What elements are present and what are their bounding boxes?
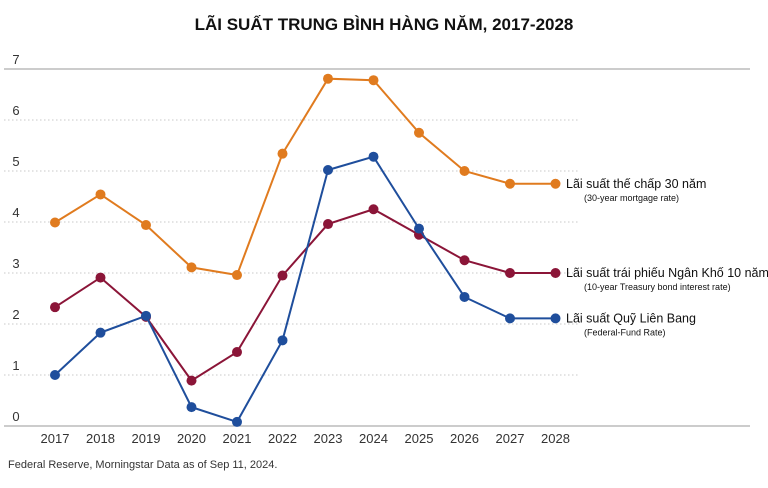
data-point xyxy=(459,166,470,176)
data-point xyxy=(414,223,424,234)
series-sublabel: (10-year Treasury bond interest rate) xyxy=(584,282,731,292)
data-point xyxy=(323,219,333,230)
data-point xyxy=(550,313,561,324)
data-point xyxy=(50,217,60,228)
series-label: Lãi suất Quỹ Liên Bang xyxy=(566,311,696,325)
data-point xyxy=(232,416,242,427)
data-point xyxy=(368,204,379,215)
x-tick-label: 2022 xyxy=(268,431,297,446)
data-point xyxy=(550,268,561,278)
y-tick-label: 2 xyxy=(12,307,19,322)
x-tick-label: 2026 xyxy=(450,431,479,446)
series-sublabel: (30-year mortgage rate) xyxy=(584,193,679,203)
x-tick-label: 2025 xyxy=(405,431,434,446)
series-line xyxy=(54,208,556,382)
axis-layer: 0 1 2 3 4 5 6 7 2017 2018 2019 2020 2021 2022 2023 2024… xyxy=(12,52,570,446)
data-point xyxy=(323,73,333,84)
data-point xyxy=(50,302,60,313)
x-tick-label: 2017 xyxy=(41,431,70,446)
grid-layer xyxy=(4,68,750,427)
data-point xyxy=(550,178,561,189)
data-point xyxy=(277,270,288,281)
y-tick-label: 3 xyxy=(12,256,19,271)
y-tick-label: 0 xyxy=(12,409,19,424)
data-point xyxy=(232,347,242,358)
data-point xyxy=(505,268,515,278)
data-point xyxy=(232,270,242,281)
y-tick-label: 7 xyxy=(12,52,19,67)
y-tick-label: 4 xyxy=(12,205,19,220)
data-point xyxy=(368,151,379,162)
data-point xyxy=(277,148,288,159)
data-point xyxy=(368,75,379,86)
data-point xyxy=(141,220,151,231)
data-point xyxy=(414,127,424,138)
series-label: Lãi suất trái phiếu Ngân Khố 10 năm xyxy=(566,266,768,280)
series-layer xyxy=(50,73,561,427)
data-point xyxy=(186,262,197,273)
data-point xyxy=(95,327,106,338)
data-point xyxy=(277,335,288,346)
data-point xyxy=(141,310,151,321)
x-tick-label: 2028 xyxy=(541,431,570,446)
series-label: Lãi suất thế chấp 30 năm xyxy=(566,177,706,191)
series-sublabel: (Federal-Fund Rate) xyxy=(584,327,666,337)
series-label-layer: Lãi suất thế chấp 30 năm (30-year mortgag… xyxy=(566,177,768,338)
data-point xyxy=(50,370,60,380)
source-note: Federal Reserve, Morningstar Data as of … xyxy=(8,459,277,471)
x-tick-label: 2024 xyxy=(359,431,388,446)
x-tick-label: 2023 xyxy=(314,431,343,446)
data-point xyxy=(186,402,197,413)
data-point xyxy=(459,255,470,266)
y-tick-label: 6 xyxy=(12,103,19,118)
data-point xyxy=(505,178,515,189)
x-tick-label: 2020 xyxy=(177,431,206,446)
y-tick-label: 5 xyxy=(12,154,19,169)
y-tick-label: 1 xyxy=(12,358,19,373)
data-point xyxy=(323,164,333,175)
x-tick-label: 2018 xyxy=(86,431,115,446)
x-tick-label: 2019 xyxy=(132,431,161,446)
series-line xyxy=(54,155,556,424)
series-line xyxy=(54,77,556,277)
x-tick-label: 2027 xyxy=(496,431,525,446)
data-point xyxy=(505,313,515,324)
data-point xyxy=(95,189,106,200)
data-point xyxy=(459,291,470,302)
chart-title: LÃI SUẤT TRUNG BÌNH HÀNG NĂM, 2017-2028 xyxy=(195,14,574,34)
data-point xyxy=(95,272,106,283)
x-tick-label: 2021 xyxy=(223,431,252,446)
data-point xyxy=(186,375,197,386)
